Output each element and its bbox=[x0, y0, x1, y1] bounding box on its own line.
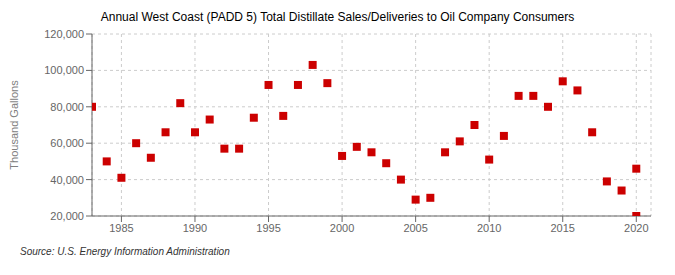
svg-text:2015: 2015 bbox=[550, 222, 574, 234]
svg-text:60,000: 60,000 bbox=[50, 137, 84, 149]
svg-text:120,000: 120,000 bbox=[44, 28, 84, 40]
svg-text:2010: 2010 bbox=[477, 222, 501, 234]
svg-text:2020: 2020 bbox=[624, 222, 648, 234]
svg-text:2005: 2005 bbox=[403, 222, 427, 234]
svg-text:40,000: 40,000 bbox=[50, 174, 84, 186]
svg-text:1985: 1985 bbox=[109, 222, 133, 234]
svg-text:2000: 2000 bbox=[330, 222, 354, 234]
svg-text:100,000: 100,000 bbox=[44, 64, 84, 76]
svg-text:Thousand Gallons: Thousand Gallons bbox=[8, 80, 20, 170]
svg-text:1990: 1990 bbox=[183, 222, 207, 234]
svg-text:20,000: 20,000 bbox=[50, 210, 84, 222]
svg-text:1995: 1995 bbox=[256, 222, 280, 234]
html-text:Source: U.S. Energy Informatio: Source: U.S. Energy Information Administ… bbox=[20, 246, 230, 257]
svg-text:80,000: 80,000 bbox=[50, 101, 84, 113]
html-text:Annual West Coast (PADD 5) Tot: Annual West Coast (PADD 5) Total Distill… bbox=[100, 10, 575, 24]
